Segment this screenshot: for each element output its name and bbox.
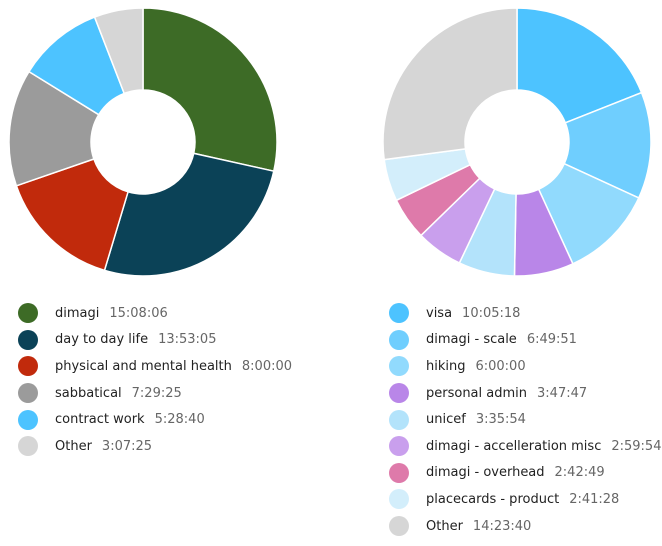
legend-item[interactable]: physical and mental health 8:00:00 [18, 353, 292, 380]
legend-item[interactable]: Other 14:23:40 [389, 513, 661, 540]
legend-duration: 6:00:00 [475, 358, 526, 374]
legend-item[interactable]: dimagi - scale 6:49:51 [389, 327, 661, 354]
legend-duration: 3:47:47 [537, 385, 588, 401]
legend-swatch [389, 462, 409, 483]
legend-duration: 15:08:06 [109, 305, 168, 321]
legend-label: sabbatical [55, 385, 122, 401]
legend-duration: 3:07:25 [101, 438, 153, 454]
project-legend: dimagi 15:08:06 day to day life 13:53:05… [18, 300, 292, 460]
legend-label: physical and mental health [55, 358, 232, 374]
legend-swatch [18, 329, 38, 350]
task-chart-panel: visa 10:05:18 dimagi - scale 6:49:51 hik… [331, 0, 662, 546]
legend-item[interactable]: hiking 6:00:00 [389, 353, 661, 380]
legend-label: personal admin [426, 385, 528, 401]
legend-label: dimagi [55, 305, 100, 321]
legend-item[interactable]: contract work 5:28:40 [18, 406, 292, 433]
legend-duration: 10:05:18 [462, 305, 521, 321]
legend-duration: 3:35:54 [475, 412, 526, 428]
donut-slice-physical-and-mental-health[interactable] [15, 158, 129, 272]
legend-duration: 6:49:51 [526, 332, 577, 348]
donut-slice-visa[interactable] [516, 7, 643, 124]
legend-item[interactable]: personal admin 3:47:47 [389, 380, 661, 407]
legend-item[interactable]: day to day life 13:53:05 [18, 327, 292, 354]
project-chart-panel: dimagi 15:08:06 day to day life 13:53:05… [8, 7, 292, 460]
legend-duration: 14:23:40 [472, 518, 532, 534]
donut-slice-other[interactable] [382, 7, 518, 161]
legend-label: contract work [55, 412, 145, 428]
legend-label: Other [55, 438, 92, 454]
legend-swatch [18, 383, 38, 404]
project-donut-chart [8, 7, 278, 277]
legend-item[interactable]: placecards - product 2:41:28 [389, 486, 661, 513]
legend-duration: 2:59:54 [611, 438, 662, 454]
legend-duration: 2:41:28 [569, 491, 620, 507]
legend-duration: 8:00:00 [241, 358, 293, 374]
legend-swatch [18, 303, 38, 324]
legend-swatch [389, 303, 409, 324]
legend-label: dimagi - scale [426, 332, 517, 348]
donut-slice-other[interactable] [93, 7, 144, 95]
legend-swatch [18, 409, 38, 430]
legend-item[interactable]: dimagi 15:08:06 [18, 300, 292, 327]
legend-swatch [18, 436, 38, 457]
legend-label: placecards - product [426, 491, 560, 507]
legend-duration: 5:28:40 [154, 412, 205, 428]
legend-duration: 7:29:25 [131, 385, 182, 401]
legend-duration: 13:53:05 [158, 332, 217, 348]
legend-item[interactable]: dimagi - overhead 2:42:49 [389, 460, 661, 487]
legend-swatch [389, 383, 409, 404]
legend-swatch [389, 409, 409, 430]
donut-slice-dimagi[interactable] [142, 7, 278, 173]
donut-slice-day-to-day-life[interactable] [103, 152, 275, 277]
legend-swatch [18, 356, 38, 377]
legend-duration: 2:42:49 [554, 465, 605, 481]
legend-label: hiking [426, 358, 466, 374]
legend-label: day to day life [55, 332, 149, 348]
legend-item[interactable]: visa 10:05:18 [389, 300, 661, 327]
legend-swatch [389, 329, 409, 350]
legend-swatch [389, 356, 409, 377]
legend-label: unicef [426, 412, 466, 428]
task-donut-chart [382, 7, 652, 277]
legend-label: dimagi - overhead [426, 465, 545, 481]
donut-slice-sabbatical[interactable] [8, 70, 100, 187]
legend-swatch [389, 516, 409, 537]
legend-swatch [389, 436, 409, 457]
task-legend: visa 10:05:18 dimagi - scale 6:49:51 hik… [389, 300, 661, 539]
legend-label: Other [426, 518, 463, 534]
legend-item[interactable]: unicef 3:35:54 [389, 406, 661, 433]
donut-slice-dimagi-scale[interactable] [563, 91, 652, 199]
legend-item[interactable]: Other 3:07:25 [18, 433, 292, 460]
legend-label: dimagi - accelleration misc [426, 438, 602, 454]
legend-item[interactable]: sabbatical 7:29:25 [18, 380, 292, 407]
legend-swatch [389, 489, 409, 510]
legend-label: visa [426, 305, 453, 321]
legend-item[interactable]: dimagi - accelleration misc 2:59:54 [389, 433, 661, 460]
